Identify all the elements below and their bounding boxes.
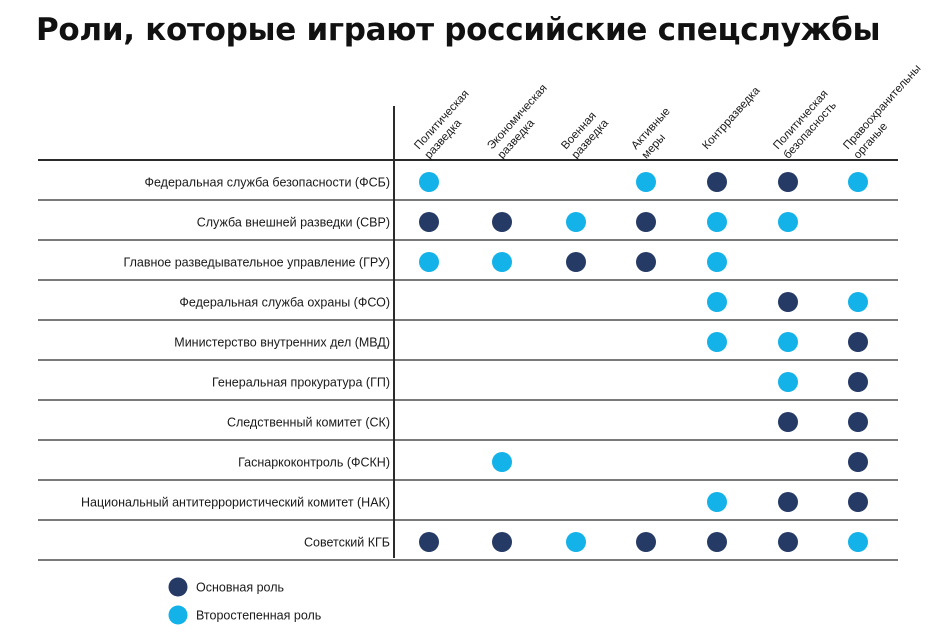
secondary-role-dot <box>778 212 798 232</box>
column-header: Контрразведка <box>700 84 763 152</box>
agency-row: Советский КГБ <box>38 532 898 561</box>
agency-row: Министерство внутренних дел (МВД) <box>38 332 898 361</box>
agency-label: Министерство внутренних дел (МВД) <box>174 336 390 350</box>
agency-label: Главное разведывательное управление (ГРУ… <box>124 256 391 270</box>
primary-role-dot <box>636 532 656 552</box>
primary-role-dot <box>848 492 868 512</box>
agency-label: Федеральная служба охраны (ФСО) <box>179 296 390 310</box>
agency-label: Федеральная служба безопасности (ФСБ) <box>144 176 390 190</box>
secondary-role-dot <box>492 252 512 272</box>
primary-role-dot <box>848 332 868 352</box>
agency-row: Служба внешней разведки (СВР) <box>38 212 898 241</box>
primary-role-dot <box>419 212 439 232</box>
secondary-role-dot <box>707 492 727 512</box>
agency-label: Служба внешней разведки (СВР) <box>197 216 390 230</box>
secondary-role-dot <box>707 252 727 272</box>
secondary-role-dot <box>848 292 868 312</box>
primary-role-dot <box>419 532 439 552</box>
column-header: Политическаябезопасность <box>771 88 841 161</box>
column-headers: Политическаяразведка Экономическаяразведк… <box>412 63 934 162</box>
secondary-role-dot <box>492 452 512 472</box>
secondary-role-dot <box>636 172 656 192</box>
column-header: Активныемеры <box>629 106 683 162</box>
agency-row: Гаснаркоконтроль (ФСКН) <box>38 452 898 481</box>
page-title: Роли, которые играют российские спецслуж… <box>36 12 881 48</box>
column-header-line: Контрразведка <box>700 84 763 152</box>
secondary-role-dot <box>848 532 868 552</box>
primary-role-dot <box>778 292 798 312</box>
primary-role-dot <box>492 212 512 232</box>
agency-row: Генеральная прокуратура (ГП) <box>38 372 898 401</box>
agency-rows: Федеральная служба безопасности (ФСБ) Слу… <box>38 172 898 561</box>
column-header: Правоохранительныорганые <box>841 63 934 162</box>
primary-role-dot <box>778 492 798 512</box>
header-rule <box>38 106 898 558</box>
secondary-role-dot <box>848 172 868 192</box>
secondary-role-dot <box>566 532 586 552</box>
agency-row: Следственный комитет (СК) <box>38 412 898 441</box>
column-header: Политическаяразведка <box>412 88 482 161</box>
primary-role-dot <box>848 412 868 432</box>
agency-label: Следственный комитет (СК) <box>227 416 390 430</box>
legend-primary-dot <box>168 577 188 597</box>
primary-role-dot <box>566 252 586 272</box>
legend-item: Основная роль <box>168 577 284 597</box>
column-header-line: Правоохранительны <box>841 63 923 152</box>
primary-role-dot <box>636 252 656 272</box>
agency-row: Федеральная служба охраны (ФСО) <box>38 292 898 321</box>
primary-role-dot <box>778 172 798 192</box>
secondary-role-dot <box>419 252 439 272</box>
agency-label: Национальный антитеррористический комите… <box>81 496 390 510</box>
agency-label: Советский КГБ <box>304 536 390 550</box>
column-header: Военнаяразведка <box>559 108 611 162</box>
primary-role-dot <box>778 412 798 432</box>
legend-label: Основная роль <box>196 581 284 595</box>
secondary-role-dot <box>778 372 798 392</box>
legend-secondary-dot <box>168 605 188 625</box>
secondary-role-dot <box>419 172 439 192</box>
legend-item: Второстепенная роль <box>168 605 321 625</box>
primary-role-dot <box>707 172 727 192</box>
secondary-role-dot <box>707 332 727 352</box>
secondary-role-dot <box>707 292 727 312</box>
secondary-role-dot <box>778 332 798 352</box>
primary-role-dot <box>707 532 727 552</box>
primary-role-dot <box>492 532 512 552</box>
legend: Основная роль Второстепенная роль <box>168 577 321 625</box>
secondary-role-dot <box>707 212 727 232</box>
primary-role-dot <box>848 372 868 392</box>
agency-row: Федеральная служба безопасности (ФСБ) <box>38 172 898 201</box>
secondary-role-dot <box>566 212 586 232</box>
primary-role-dot <box>848 452 868 472</box>
agency-label: Генеральная прокуратура (ГП) <box>212 376 390 390</box>
primary-role-dot <box>778 532 798 552</box>
primary-role-dot <box>636 212 656 232</box>
agency-row: Национальный антитеррористический комите… <box>38 492 898 521</box>
column-header: Экономическаяразведка <box>485 82 560 161</box>
agency-label: Гаснаркоконтроль (ФСКН) <box>238 456 390 470</box>
legend-label: Второстепенная роль <box>196 609 321 623</box>
agency-row: Главное разведывательное управление (ГРУ… <box>38 252 898 281</box>
